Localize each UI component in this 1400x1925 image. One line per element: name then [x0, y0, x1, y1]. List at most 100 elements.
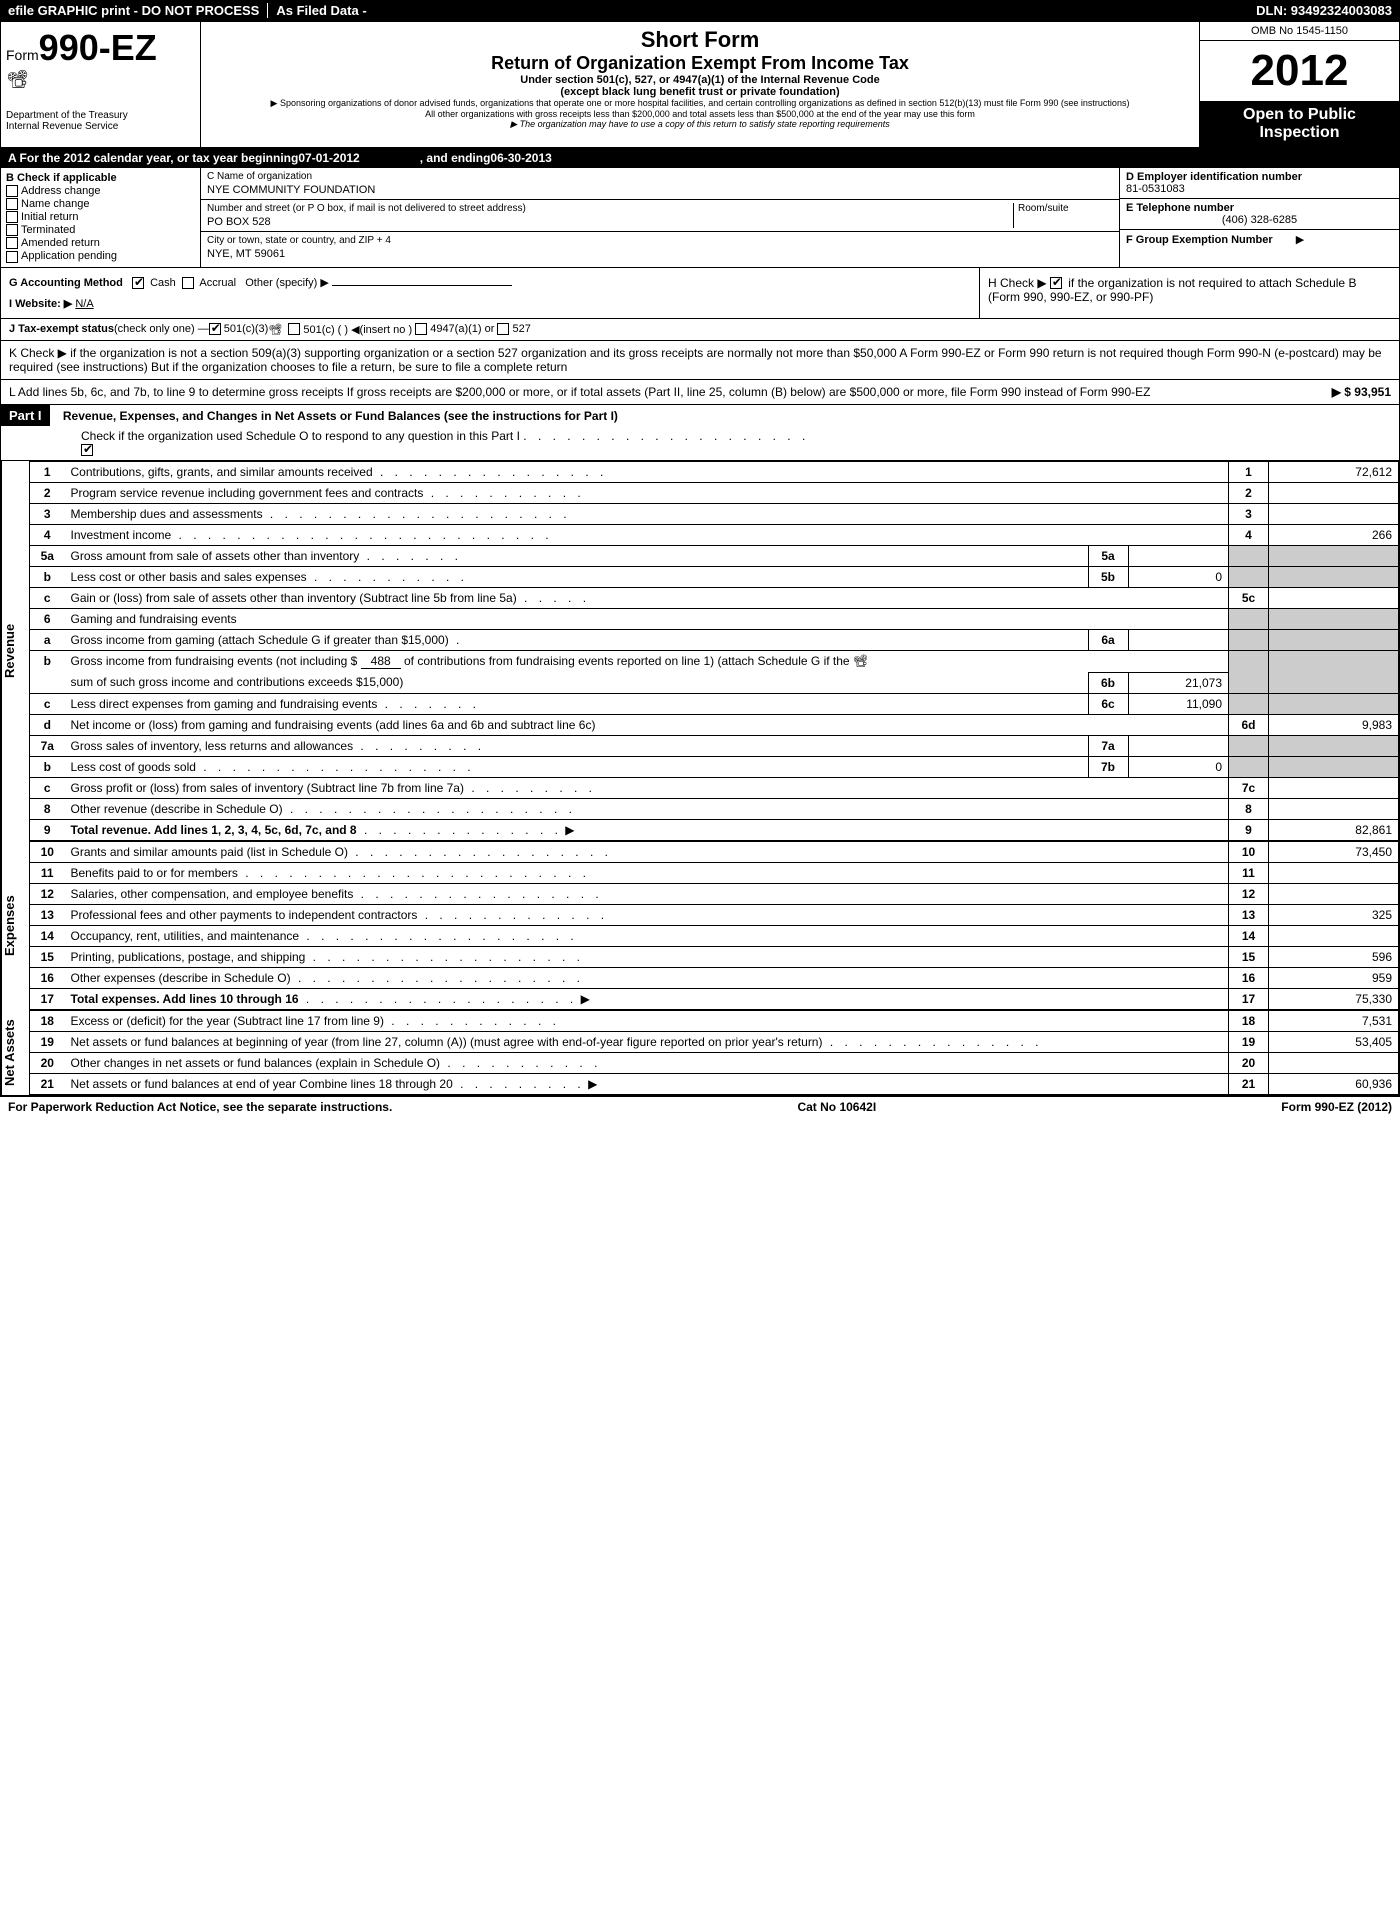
footer-left: For Paperwork Reduction Act Notice, see …	[8, 1100, 392, 1114]
cb-h[interactable]	[1050, 277, 1062, 289]
row-j: J Tax-exempt status (check only one) — 5…	[0, 319, 1400, 341]
val-14	[1269, 925, 1399, 946]
part1-check-text: Check if the organization used Schedule …	[81, 429, 520, 443]
val-10: 73,450	[1269, 841, 1399, 862]
section-b: B Check if applicable Address change Nam…	[0, 168, 1400, 268]
subtitle-section: Under section 501(c), 527, or 4947(a)(1)…	[211, 74, 1189, 86]
val-16: 959	[1269, 967, 1399, 988]
note-other-orgs: All other organizations with gross recei…	[211, 109, 1189, 119]
val-6d: 9,983	[1269, 714, 1399, 735]
val-18: 7,531	[1269, 1010, 1399, 1031]
val-12	[1269, 883, 1399, 904]
period-end: 06-30-2013	[490, 151, 551, 165]
period-begin: 07-01-2012	[298, 151, 359, 165]
footer-mid: Cat No 10642I	[797, 1100, 876, 1114]
tax-year: 2012	[1200, 41, 1399, 101]
open-public: Open to Public Inspection	[1200, 101, 1399, 147]
val-7c	[1269, 777, 1399, 798]
val-3	[1269, 503, 1399, 524]
h-text1: H Check ▶	[988, 276, 1047, 290]
org-address: PO BOX 528	[207, 216, 1013, 228]
top-bar: efile GRAPHIC print - DO NOT PROCESS As …	[0, 0, 1400, 21]
val-6b-contrib: 488	[361, 654, 401, 669]
dept-irs: Internal Revenue Service	[6, 121, 195, 132]
cb-terminated[interactable]	[6, 224, 18, 236]
cb-part1[interactable]	[81, 444, 93, 456]
website: N/A	[75, 298, 93, 310]
period-label: A For the 2012 calendar year, or tax yea…	[8, 151, 298, 165]
note-sponsoring: ▶ Sponsoring organizations of donor advi…	[211, 98, 1189, 109]
footer-right: Form 990-EZ (2012)	[1281, 1100, 1392, 1114]
cb-initial-return[interactable]	[6, 211, 18, 223]
form-prefix: Form	[6, 47, 39, 63]
cb-pending[interactable]	[6, 251, 18, 263]
form-number: 990-EZ	[39, 27, 157, 69]
cb-accrual[interactable]	[182, 277, 194, 289]
dept-treasury: Department of the Treasury	[6, 110, 195, 121]
val-6b: 21,073	[1128, 672, 1228, 693]
omb-number: OMB No 1545-1150	[1200, 22, 1399, 41]
b-check-label: B Check if applicable	[6, 172, 195, 184]
cb-527[interactable]	[497, 323, 509, 335]
title-short-form: Short Form	[211, 27, 1189, 53]
j-label: J Tax-exempt status	[9, 323, 114, 335]
val-7b: 0	[1128, 757, 1228, 777]
f-arrow: ▶	[1296, 234, 1304, 246]
phone: (406) 328-6285	[1126, 214, 1393, 226]
val-17: 75,330	[1269, 988, 1399, 1009]
title-return: Return of Organization Exempt From Incom…	[211, 53, 1189, 74]
efile-label: efile GRAPHIC print - DO NOT PROCESS	[8, 3, 259, 18]
part1-label: Part I	[1, 405, 50, 426]
cb-address-change[interactable]	[6, 185, 18, 197]
footer: For Paperwork Reduction Act Notice, see …	[0, 1096, 1400, 1117]
side-netassets: Net Assets	[1, 1010, 29, 1095]
period-mid: , and ending	[420, 151, 491, 165]
val-8	[1269, 798, 1399, 819]
j-sub: (check only one) —	[114, 323, 209, 335]
val-20	[1269, 1052, 1399, 1073]
val-13: 325	[1269, 904, 1399, 925]
ein: 81-0531083	[1126, 183, 1393, 195]
city-label: City or town, state or country, and ZIP …	[207, 235, 1113, 246]
cb-501c[interactable]	[288, 323, 300, 335]
f-label: F Group Exemption Number	[1126, 234, 1273, 246]
l-text: L Add lines 5b, 6c, and 7b, to line 9 to…	[9, 385, 1312, 399]
val-4: 266	[1269, 524, 1399, 545]
side-expenses: Expenses	[1, 841, 29, 1010]
cb-amended[interactable]	[6, 237, 18, 249]
org-name: NYE COMMUNITY FOUNDATION	[207, 184, 1113, 196]
k-text: K Check ▶ if the organization is not a s…	[9, 346, 1382, 374]
val-9: 82,861	[1269, 819, 1399, 840]
val-6c: 11,090	[1128, 694, 1228, 714]
cb-501c3[interactable]	[209, 323, 221, 335]
i-label: I Website: ▶	[9, 298, 72, 310]
org-city: NYE, MT 59061	[207, 248, 1113, 260]
val-5c	[1269, 587, 1399, 608]
row-k: K Check ▶ if the organization is not a s…	[0, 341, 1400, 380]
dln-label: DLN: 93492324003083	[1256, 3, 1392, 18]
cb-cash[interactable]	[132, 277, 144, 289]
val-1: 72,612	[1269, 461, 1399, 482]
row-l: L Add lines 5b, 6c, and 7b, to line 9 to…	[0, 380, 1400, 405]
addr-label: Number and street (or P O box, if mail i…	[207, 203, 1013, 214]
room-label: Room/suite	[1018, 203, 1113, 214]
val-2	[1269, 482, 1399, 503]
part1-title: Revenue, Expenses, and Changes in Net As…	[63, 409, 618, 423]
g-label: G Accounting Method	[9, 277, 123, 289]
l-amount: ▶ $ 93,951	[1332, 385, 1391, 399]
val-21: 60,936	[1269, 1073, 1399, 1094]
e-label: E Telephone number	[1126, 202, 1393, 214]
c-label: C Name of organization	[207, 171, 1113, 182]
val-5b: 0	[1128, 567, 1228, 587]
side-revenue: Revenue	[1, 461, 29, 841]
val-11	[1269, 862, 1399, 883]
asfiled-label: As Filed Data -	[267, 3, 366, 18]
val-15: 596	[1269, 946, 1399, 967]
subtitle-except: (except black lung benefit trust or priv…	[211, 86, 1189, 98]
d-label: D Employer identification number	[1126, 171, 1393, 183]
form-header: Form 990-EZ 📽 Department of the Treasury…	[0, 21, 1400, 148]
period-row: A For the 2012 calendar year, or tax yea…	[0, 148, 1400, 168]
cb-4947[interactable]	[415, 323, 427, 335]
val-19: 53,405	[1269, 1031, 1399, 1052]
cb-name-change[interactable]	[6, 198, 18, 210]
